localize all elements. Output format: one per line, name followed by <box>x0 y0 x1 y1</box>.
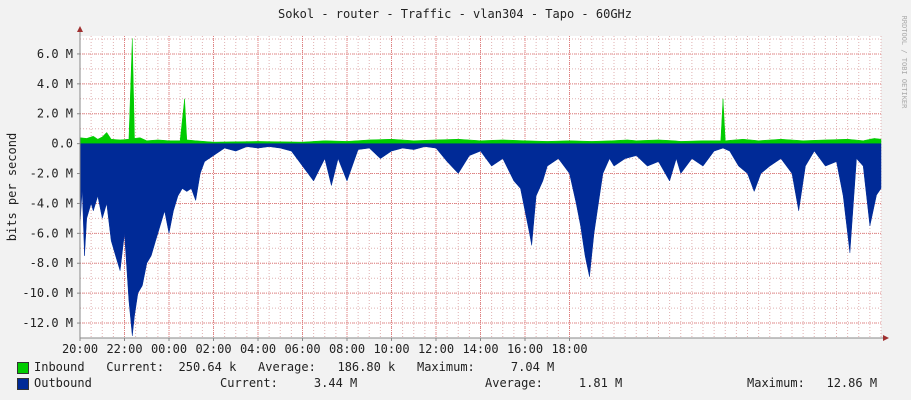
outbound-current-value: 3.44 M <box>313 376 358 390</box>
inbound-current-value: 250.64 k <box>178 360 237 374</box>
outbound-average-value: 1.81 M <box>578 376 623 390</box>
outbound-current-group: Current: 3.44 M <box>220 376 357 390</box>
inbound-maximum-label: Maximum: <box>416 360 475 374</box>
y-tick-label: -12.0 M <box>22 316 73 330</box>
outbound-maximum-value: 12.86 M <box>826 376 878 390</box>
x-tick-label: 22:00 <box>106 342 142 356</box>
y-tick-label: -8.0 M <box>30 256 73 270</box>
y-tick-label: -6.0 M <box>30 226 73 240</box>
x-tick-label: 20:00 <box>62 342 98 356</box>
y-axis-arrow <box>77 26 83 32</box>
grid-lines <box>79 36 882 339</box>
y-tick-label: -2.0 M <box>30 167 73 181</box>
y-tick-label: 4.0 M <box>37 77 73 91</box>
y-tick-label: 0.0 <box>51 137 73 151</box>
inbound-area <box>79 38 882 144</box>
x-tick-label: 06:00 <box>284 342 320 356</box>
inbound-legend-name: Inbound <box>34 360 85 374</box>
y-tick-labels: 6.0 M 4.0 M 2.0 M 0.0 -2.0 M -4.0 M -6.0 M -8.0… <box>22 47 73 330</box>
x-tick-label: 18:00 <box>551 342 587 356</box>
y-tick-label: -4.0 M <box>30 196 73 210</box>
outbound-current-label: Current: <box>220 376 278 390</box>
outbound-legend-name: Outbound <box>34 376 92 390</box>
inbound-maximum-value: 7.04 M <box>510 360 555 374</box>
x-tick-label: 08:00 <box>329 342 365 356</box>
outbound-maximum-group: Maximum: 12.86 M <box>747 376 877 390</box>
rrdtool-watermark: RRDTOOL / TOBI OETIKER <box>900 16 908 110</box>
x-tick-label: 12:00 <box>418 342 454 356</box>
inbound-average-label: Average: <box>258 360 316 374</box>
outbound-average-group: Average: 1.81 M <box>485 376 622 390</box>
y-tick-label: 6.0 M <box>37 47 73 61</box>
x-tick-label: 02:00 <box>195 342 231 356</box>
inbound-legend-swatch <box>17 362 29 374</box>
chart-title: Sokol - router - Traffic - vlan304 - Tap… <box>278 7 632 21</box>
x-tick-label: 00:00 <box>151 342 187 356</box>
x-tick-label: 16:00 <box>507 342 543 356</box>
axes <box>77 26 889 341</box>
x-tick-labels: 20:00 22:00 00:00 02:00 04:00 06:00 08:00 10:00… <box>62 342 588 356</box>
inbound-average-value: 186.80 k <box>337 360 396 374</box>
y-tick-label: -10.0 M <box>22 286 73 300</box>
outbound-legend-swatch <box>17 378 29 390</box>
outbound-maximum-label: Maximum: <box>747 376 805 390</box>
x-tick-label: 10:00 <box>373 342 409 356</box>
x-axis-arrow <box>883 335 889 341</box>
x-tick-label: 04:00 <box>240 342 276 356</box>
y-tick-label: 2.0 M <box>37 107 73 121</box>
series-areas <box>79 38 882 336</box>
inbound-current-label: Current: <box>106 360 165 374</box>
outbound-average-label: Average: <box>485 376 543 390</box>
x-tick-label: 14:00 <box>462 342 498 356</box>
inbound-legend-row: Inbound Current: 250.64 k Average: 186.8… <box>34 360 554 374</box>
outbound-area <box>79 143 882 336</box>
y-axis-label: bits per second <box>5 133 19 241</box>
